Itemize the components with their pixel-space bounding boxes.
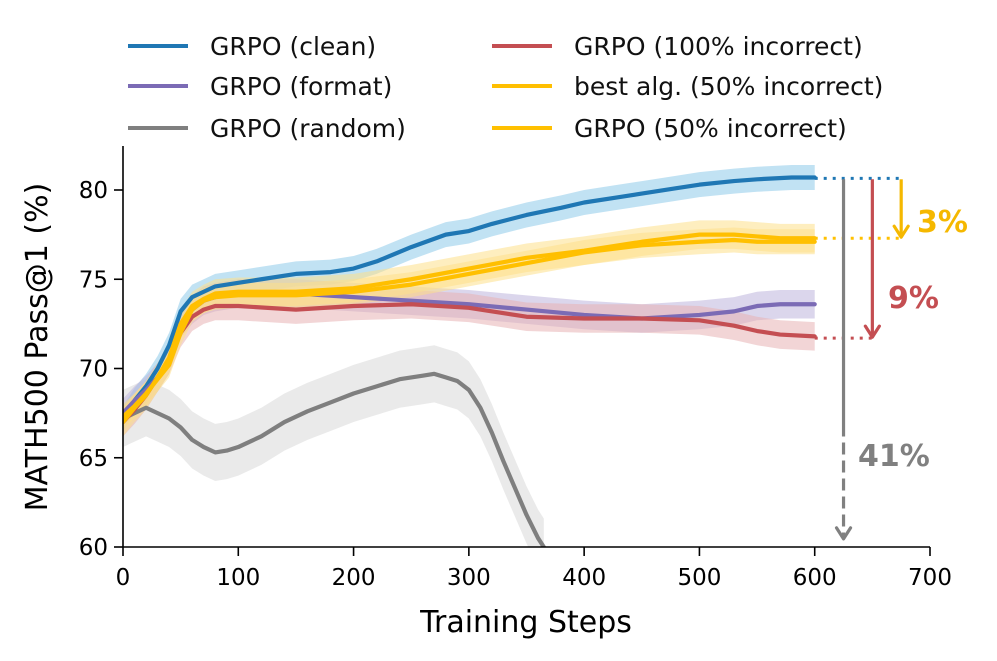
legend-item-grpo-format: GRPO (format) (128, 68, 392, 104)
x-axis-label: Training Steps (419, 605, 632, 640)
legend-label: GRPO (100% incorrect) (574, 31, 863, 61)
legend-item-grpo-random: GRPO (random) (128, 110, 406, 146)
y-tick-label: 70 (79, 357, 108, 383)
legend-label: GRPO (random) (210, 113, 406, 143)
annotation-label: 9% (888, 281, 939, 316)
arrow-head (834, 526, 853, 541)
y-axis-label: MATH500 Pass@1 (%) (20, 183, 55, 512)
legend: GRPO (clean) GRPO (format) GRPO (random)… (128, 28, 968, 148)
x-tick-label: 600 (793, 565, 837, 591)
x-tick-label: 700 (908, 565, 952, 591)
legend-label: GRPO (format) (210, 71, 393, 101)
y-tick-label: 80 (79, 178, 108, 204)
legend-label: GRPO (50% incorrect) (574, 113, 847, 143)
x-tick-label: 300 (447, 565, 491, 591)
series-band (123, 345, 544, 547)
legend-label: GRPO (clean) (210, 31, 377, 61)
y-ticks: 60 65 70 75 80 (79, 178, 123, 561)
arrow-head (892, 224, 910, 239)
bands-layer (123, 165, 815, 547)
arrow-head (863, 324, 881, 339)
legend-label: best alg. (50% incorrect) (574, 71, 884, 101)
x-tick-label: 100 (216, 565, 260, 591)
series-line (123, 371, 546, 547)
legend-item-grpo-50-incorrect: GRPO (50% incorrect) (492, 110, 847, 146)
annotation-label: 3% (917, 205, 968, 240)
y-tick-label: 75 (79, 267, 108, 293)
series-band (123, 165, 815, 431)
x-tick-label: 500 (677, 565, 721, 591)
legend-item-best-alg-50-incorrect: best alg. (50% incorrect) (492, 68, 883, 104)
series-line (123, 237, 817, 419)
legend-swatch (128, 84, 188, 88)
y-tick-label: 60 (79, 535, 108, 561)
legend-swatch (492, 84, 552, 88)
legend-swatch (492, 44, 552, 48)
legend-swatch (128, 44, 188, 48)
x-tick-label: 200 (332, 565, 376, 591)
x-tick-label: 0 (116, 565, 131, 591)
lines-layer (123, 175, 817, 547)
annotations-layer: 3% 9% 41% (814, 176, 968, 541)
legend-swatch (492, 126, 552, 130)
series-line (123, 175, 817, 421)
y-tick-label: 65 (79, 446, 108, 472)
x-tick-label: 400 (562, 565, 606, 591)
x-ticks: 0 100 200 300 400 500 600 700 (116, 547, 952, 591)
series-band (123, 289, 815, 437)
series-line (123, 232, 817, 425)
legend-item-grpo-100-incorrect: GRPO (100% incorrect) (492, 28, 863, 64)
legend-item-grpo-clean: GRPO (clean) (128, 28, 376, 64)
annotation-label: 41% (858, 439, 930, 474)
legend-swatch (128, 126, 188, 130)
